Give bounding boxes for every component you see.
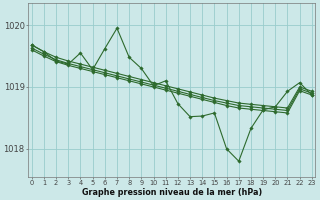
X-axis label: Graphe pression niveau de la mer (hPa): Graphe pression niveau de la mer (hPa) [82, 188, 262, 197]
